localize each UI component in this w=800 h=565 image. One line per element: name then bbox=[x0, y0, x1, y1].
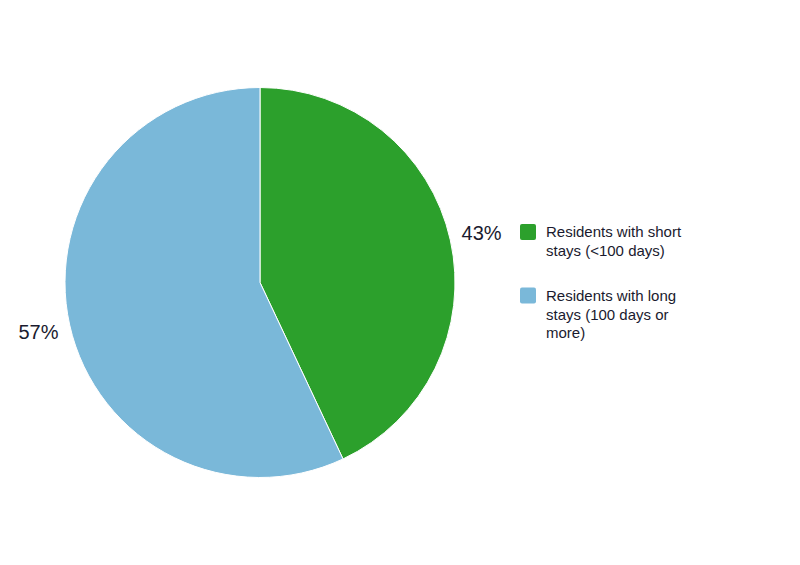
legend-swatch bbox=[520, 288, 536, 304]
data-label: 57% bbox=[18, 321, 58, 343]
pie-slice bbox=[65, 88, 343, 478]
legend-label: Residents with short stays (<100 days) bbox=[546, 223, 682, 259]
chart: 43% 57% Residents with short stays (<100 da… bbox=[0, 0, 800, 565]
legend-label-line: Residents with long bbox=[546, 287, 676, 304]
legend-label-line: stays (<100 days) bbox=[546, 242, 665, 259]
legend: Residents with shortstays (<100 days)Res… bbox=[520, 223, 682, 341]
chart-container: 43% 57% Residents with short stays (<100 da… bbox=[0, 0, 800, 565]
legend-label-line: Residents with short bbox=[546, 223, 682, 240]
data-labels: 43% 57% bbox=[18, 222, 501, 343]
legend-label-line: stays (100 days or bbox=[546, 306, 669, 323]
data-label: 43% bbox=[462, 222, 502, 244]
legend-swatch bbox=[520, 224, 536, 240]
slices bbox=[65, 88, 455, 478]
legend-label-line: more) bbox=[546, 324, 585, 341]
legend-label: Residents with long stays (100 days ormor… bbox=[546, 287, 676, 342]
